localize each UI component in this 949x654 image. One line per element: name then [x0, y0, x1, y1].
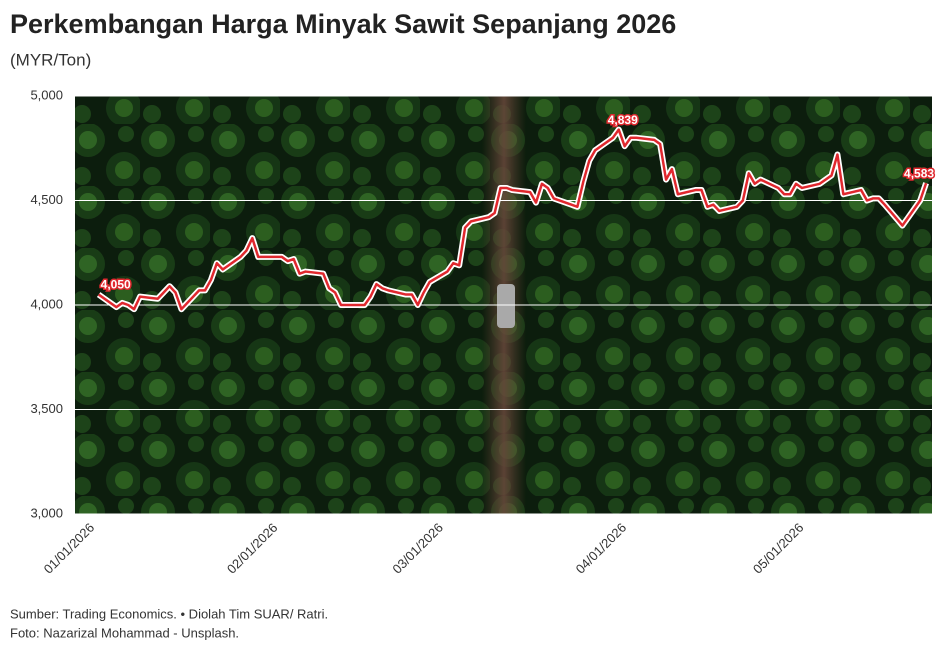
y-tick-label: 4,500	[30, 192, 63, 207]
value-label: 4,839	[608, 113, 638, 127]
y-tick-label: 4,000	[30, 296, 63, 311]
chart-subtitle: (MYR/Ton)	[10, 50, 91, 69]
x-tick-label: 01/01/2026	[41, 520, 98, 577]
x-tick-label: 02/01/2026	[224, 520, 281, 577]
x-tick-label: 03/01/2026	[389, 520, 446, 577]
photo-credit: Foto: Nazarizal Mohammad - Unsplash.	[10, 625, 239, 640]
x-tick-label: 04/01/2026	[573, 520, 630, 577]
value-label: 4,050	[101, 278, 131, 292]
y-tick-label: 3,500	[30, 401, 63, 416]
line	[97, 128, 928, 311]
x-tick-label: 05/01/2026	[750, 520, 807, 577]
background-car	[497, 284, 515, 328]
value-label: 4,583	[904, 166, 934, 180]
chart-title: Perkembangan Harga Minyak Sawit Sepanjan…	[10, 9, 676, 39]
y-tick-label: 3,000	[30, 505, 63, 520]
source-note: Sumber: Trading Economics. • Diolah Tim …	[10, 606, 328, 621]
y-tick-label: 5,000	[30, 87, 63, 102]
